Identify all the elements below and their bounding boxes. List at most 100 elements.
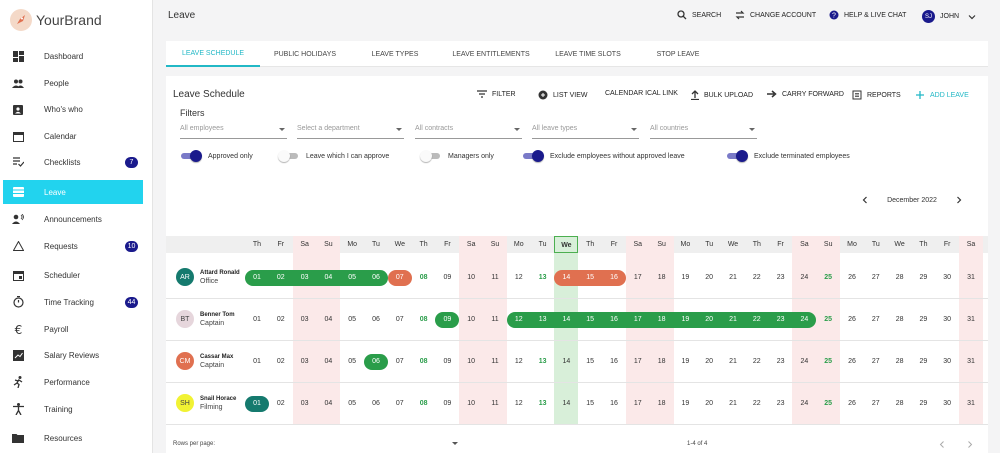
day-cell[interactable]: 17: [633, 400, 642, 407]
day-cell[interactable]: 09: [443, 400, 452, 407]
day-cell[interactable]: 28: [895, 358, 904, 365]
day-cell[interactable]: 15: [586, 400, 595, 407]
day-cell[interactable]: 26: [848, 400, 856, 407]
day-cell[interactable]: 20: [705, 400, 714, 407]
approved-leave-bar[interactable]: [245, 396, 269, 412]
day-cell[interactable]: 16: [610, 274, 618, 281]
day-cell[interactable]: 15: [586, 274, 595, 281]
day-cell[interactable]: 17: [633, 358, 642, 365]
toggle-switch[interactable]: [278, 150, 300, 162]
day-cell[interactable]: 02: [276, 400, 285, 407]
day-cell[interactable]: 26: [848, 316, 856, 323]
day-cell[interactable]: 19: [681, 358, 690, 365]
day-cell[interactable]: 30: [943, 400, 952, 407]
day-cell[interactable]: 25: [824, 274, 833, 281]
day-cell[interactable]: 14: [562, 358, 571, 365]
pending-leave-bar[interactable]: [387, 270, 412, 286]
day-cell[interactable]: 26: [848, 274, 856, 281]
sidebar-item-training[interactable]: Training: [3, 397, 143, 421]
day-cell[interactable]: 25: [824, 358, 833, 365]
day-cell[interactable]: 13: [538, 316, 547, 323]
day-cell[interactable]: 06: [372, 274, 380, 281]
day-cell[interactable]: 06: [372, 316, 380, 323]
day-cell[interactable]: 18: [657, 316, 666, 323]
toggle-switch[interactable]: [420, 150, 442, 162]
toggle-switch[interactable]: [522, 150, 544, 162]
filter-dropdown[interactable]: All leave types: [532, 125, 639, 139]
sidebar-item-resources[interactable]: Resources: [3, 426, 143, 450]
approved-leave-bar[interactable]: [435, 312, 460, 328]
day-cell[interactable]: 11: [491, 400, 499, 407]
approved-leave-bar[interactable]: [506, 312, 817, 328]
day-cell[interactable]: 28: [895, 400, 904, 407]
day-cell[interactable]: 08: [419, 358, 428, 365]
day-cell[interactable]: 21: [729, 274, 737, 281]
day-cell[interactable]: 26: [848, 358, 856, 365]
day-cell[interactable]: 07: [395, 316, 404, 323]
day-cell[interactable]: 22: [752, 400, 761, 407]
day-cell[interactable]: 10: [467, 400, 476, 407]
chevron-right-icon[interactable]: [955, 196, 963, 204]
day-cell[interactable]: 11: [491, 316, 499, 323]
pending-leave-bar[interactable]: [554, 270, 626, 286]
day-cell[interactable]: 20: [705, 274, 714, 281]
day-cell[interactable]: 24: [800, 400, 809, 407]
day-cell[interactable]: 04: [324, 358, 333, 365]
day-cell[interactable]: 27: [871, 358, 880, 365]
day-cell[interactable]: 24: [800, 316, 809, 323]
day-cell[interactable]: 08: [419, 316, 428, 323]
day-cell[interactable]: 13: [538, 400, 547, 407]
day-cell[interactable]: 01: [253, 316, 261, 323]
list-view-button[interactable]: LIST VIEW: [538, 90, 588, 100]
day-cell[interactable]: 22: [752, 316, 761, 323]
day-cell[interactable]: 17: [633, 316, 642, 323]
sidebar-item-leave[interactable]: Leave: [3, 180, 143, 204]
day-cell[interactable]: 13: [538, 358, 547, 365]
day-cell[interactable]: 21: [729, 400, 737, 407]
day-cell[interactable]: 07: [395, 400, 404, 407]
day-cell[interactable]: 27: [871, 400, 880, 407]
day-cell[interactable]: 03: [300, 400, 309, 407]
day-cell[interactable]: 19: [681, 400, 690, 407]
day-cell[interactable]: 10: [467, 274, 476, 281]
day-cell[interactable]: 05: [348, 358, 357, 365]
day-cell[interactable]: 02: [276, 274, 285, 281]
filter-dropdown[interactable]: Select a department: [297, 125, 404, 139]
day-cell[interactable]: 07: [395, 274, 404, 281]
day-cell[interactable]: 21: [729, 316, 737, 323]
day-cell[interactable]: 04: [324, 400, 333, 407]
employee-cell[interactable]: AR Attard Ronald Office: [176, 268, 240, 286]
day-cell[interactable]: 31: [967, 400, 975, 407]
day-cell[interactable]: 29: [919, 400, 928, 407]
day-cell[interactable]: 06: [372, 358, 380, 365]
help-button[interactable]: ? HELP & LIVE CHAT: [829, 10, 906, 20]
day-cell[interactable]: 17: [633, 274, 642, 281]
day-cell[interactable]: 25: [824, 316, 833, 323]
change-account-button[interactable]: CHANGE ACCOUNT: [735, 10, 816, 20]
day-cell[interactable]: 20: [705, 358, 714, 365]
sidebar-item-people[interactable]: People: [3, 71, 143, 95]
day-cell[interactable]: 29: [919, 358, 928, 365]
day-cell[interactable]: 12: [514, 400, 523, 407]
next-page-icon[interactable]: [967, 441, 973, 448]
day-cell[interactable]: 29: [919, 274, 928, 281]
day-cell[interactable]: 08: [419, 274, 428, 281]
day-cell[interactable]: 28: [895, 316, 904, 323]
rows-per-page-caret-icon[interactable]: [452, 442, 458, 446]
day-cell[interactable]: 22: [752, 274, 761, 281]
day-cell[interactable]: 24: [800, 274, 809, 281]
reports-button[interactable]: REPORTS: [852, 90, 901, 100]
approved-leave-bar[interactable]: [364, 354, 388, 370]
sidebar-item-checklists[interactable]: Checklists 7: [3, 150, 143, 174]
day-cell[interactable]: 01: [253, 358, 261, 365]
search-button[interactable]: SEARCH: [677, 10, 721, 20]
day-cell[interactable]: 27: [871, 316, 880, 323]
day-cell[interactable]: 23: [776, 358, 785, 365]
tab-leave-schedule[interactable]: LEAVE SCHEDULE: [166, 41, 260, 67]
day-cell[interactable]: 19: [681, 274, 690, 281]
sidebar-item-salary-reviews[interactable]: Salary Reviews: [3, 343, 143, 367]
day-cell[interactable]: 12: [514, 274, 523, 281]
user-menu[interactable]: SJ JOHN: [922, 10, 982, 23]
day-cell[interactable]: 10: [467, 358, 476, 365]
day-cell[interactable]: 23: [776, 316, 785, 323]
